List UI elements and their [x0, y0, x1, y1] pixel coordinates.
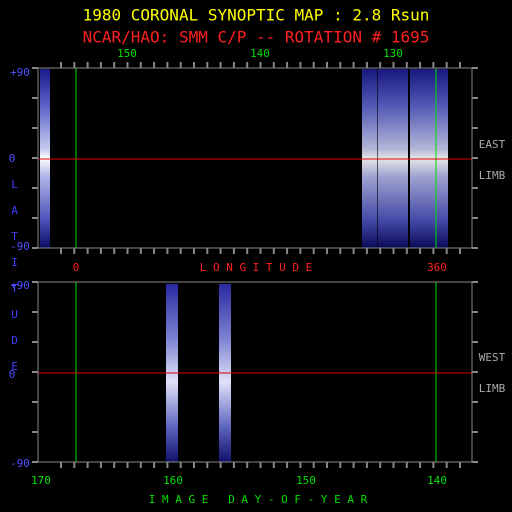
- x-axis-title: I M A G E D A Y - O F - Y E A R: [149, 493, 368, 506]
- latitude-label: +90: [10, 279, 30, 292]
- side-label: WEST: [479, 351, 506, 364]
- y-axis-title: LATITUDE: [8, 178, 21, 386]
- day-label: 160: [163, 474, 183, 487]
- top-axis-label: 140: [250, 47, 270, 60]
- top-axis-label: 130: [383, 47, 403, 60]
- tick-marks: [32, 62, 478, 468]
- day-label: 150: [296, 474, 316, 487]
- latitude-label: +90: [10, 66, 30, 79]
- latitude-label: -90: [10, 240, 30, 253]
- longitude-label: 360: [427, 261, 447, 274]
- latitude-label: -90: [10, 457, 30, 470]
- subtitle: NCAR/HAO: SMM C/P -- ROTATION # 1695: [83, 28, 430, 47]
- side-label: LIMB: [479, 382, 506, 395]
- latitude-label: 0: [9, 368, 16, 381]
- side-label: EAST: [479, 138, 506, 151]
- top-axis-label: 150: [117, 47, 137, 60]
- side-label: LIMB: [479, 169, 506, 182]
- longitude-label: 0: [73, 261, 80, 274]
- title: 1980 CORONAL SYNOPTIC MAP : 2.8 Rsun: [83, 6, 430, 25]
- day-label: 140: [427, 474, 447, 487]
- day-label: 170: [31, 474, 51, 487]
- x-axis-title: L O N G I T U D E: [200, 261, 313, 274]
- latitude-label: 0: [9, 152, 16, 165]
